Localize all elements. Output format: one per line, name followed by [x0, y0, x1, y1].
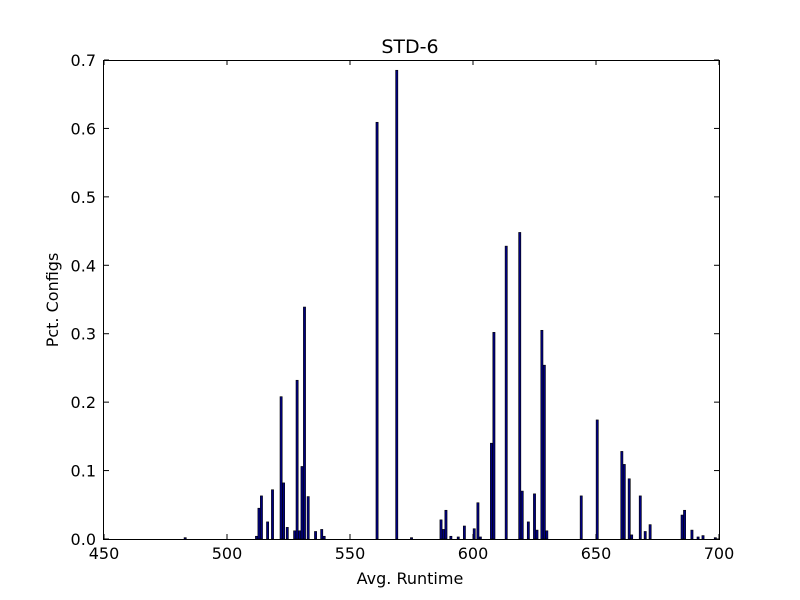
x-tick-label: 450 — [89, 544, 120, 563]
x-tick-label: 700 — [704, 544, 735, 563]
x-tick-label: 650 — [581, 544, 612, 563]
bar — [449, 535, 453, 540]
bar — [504, 245, 508, 540]
x-axis-label: Avg. Runtime — [357, 569, 464, 588]
y-tick-label: 0.3 — [71, 325, 96, 344]
bar — [542, 364, 546, 540]
x-tick-label: 600 — [458, 544, 489, 563]
y-tick-label: 0.7 — [71, 51, 96, 70]
bar — [279, 396, 283, 540]
bar — [690, 529, 694, 540]
chart-title: STD-6 — [381, 36, 438, 58]
bar — [638, 495, 642, 540]
bar — [545, 530, 549, 540]
bar — [322, 535, 326, 540]
bar — [444, 509, 448, 540]
bar — [395, 69, 399, 540]
x-tick-label: 500 — [212, 544, 243, 563]
bar — [293, 530, 297, 540]
bar — [518, 232, 522, 540]
bars-layer — [183, 69, 717, 540]
bar — [282, 482, 285, 540]
bar — [683, 509, 686, 540]
bar — [490, 442, 493, 540]
bar — [266, 521, 269, 540]
bar — [300, 466, 304, 540]
bar — [696, 536, 700, 540]
bar — [298, 530, 301, 540]
bar — [492, 332, 496, 540]
y-tick-label: 0.1 — [71, 462, 96, 481]
bar — [478, 536, 482, 540]
bar — [533, 493, 536, 540]
bar — [257, 507, 261, 540]
bar — [462, 525, 466, 540]
bar — [620, 451, 624, 540]
bar — [439, 519, 443, 540]
bar — [579, 495, 583, 540]
y-tick-label: 0.6 — [71, 119, 96, 138]
bar — [630, 534, 634, 540]
y-tick-label: 0.4 — [71, 256, 96, 275]
bar — [375, 121, 379, 540]
bar — [476, 502, 480, 540]
ticks-layer: 450 500 550 600 650 700 0.0 0.1 0.2 0.3 0.4 0.5 0.6 0… — [71, 51, 735, 563]
bar — [306, 496, 310, 540]
bar — [701, 535, 705, 540]
bar — [183, 537, 187, 540]
y-tick-label: 0.2 — [71, 393, 96, 412]
bar — [540, 329, 544, 540]
bar — [285, 527, 289, 540]
bar — [271, 489, 274, 540]
bar — [255, 535, 258, 540]
y-tick-label: 0.5 — [71, 188, 96, 207]
bar — [520, 490, 524, 540]
bar — [535, 529, 539, 540]
bar — [648, 524, 652, 540]
bar — [303, 306, 306, 540]
bar — [622, 464, 626, 540]
bar — [295, 379, 299, 540]
bar — [526, 521, 530, 540]
bar — [595, 419, 599, 540]
bar — [314, 531, 317, 540]
bar — [680, 514, 684, 540]
bar — [627, 478, 631, 540]
plot-frame — [103, 60, 720, 540]
y-axis-label: Pct. Configs — [43, 253, 62, 348]
bar — [643, 531, 647, 540]
bar — [260, 495, 263, 540]
bar — [442, 529, 445, 540]
bar — [410, 537, 413, 540]
bar — [456, 536, 460, 540]
bar — [320, 529, 324, 540]
y-tick-label: 0.0 — [71, 530, 96, 549]
x-tick-label: 550 — [335, 544, 366, 563]
